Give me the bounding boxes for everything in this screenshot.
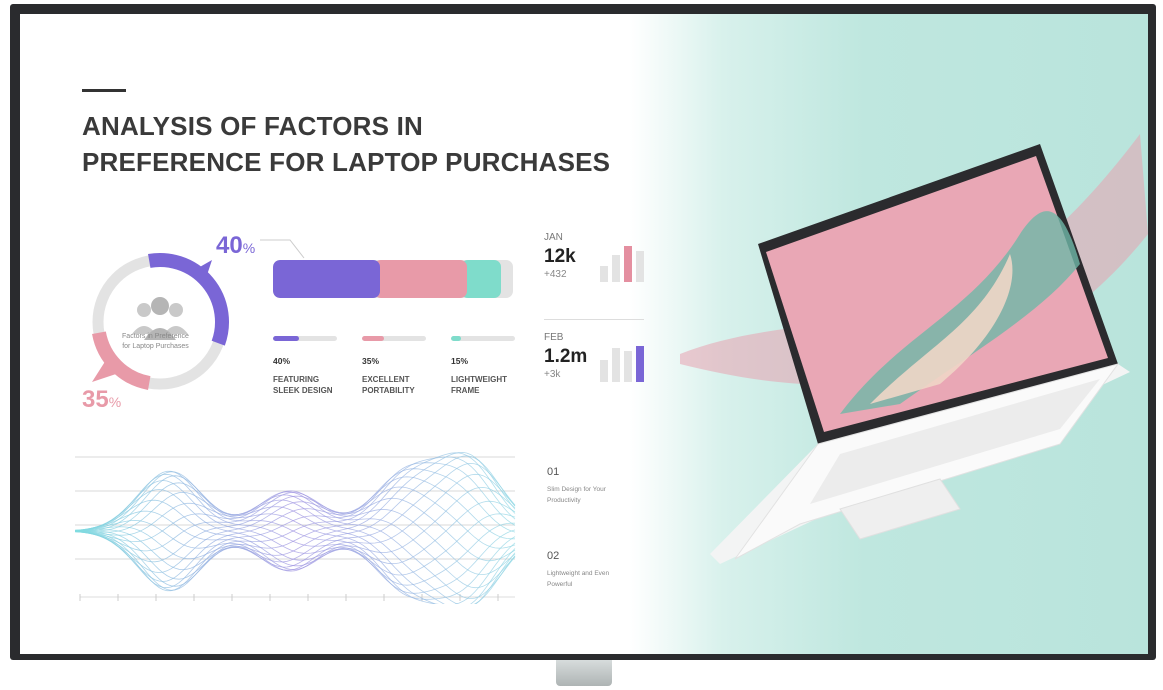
factor-label-line: PORTABILITY <box>362 386 415 395</box>
factor-label-line: FEATURING <box>273 375 320 384</box>
people-group-icon <box>132 297 188 340</box>
point-desc: Slim Design for Your Productivity <box>547 484 627 506</box>
point-desc-line: Lightweight and Even <box>547 570 610 577</box>
point-desc: Lightweight and Even Powerful <box>547 568 627 590</box>
stacked-bar-segment <box>273 260 380 298</box>
mini-bar <box>612 255 620 282</box>
stat-block: JAN 12k +432 <box>544 232 576 280</box>
stat-delta: +3k <box>544 369 561 380</box>
donut-center-label: Factors in Preference for Laptop Purchas… <box>108 332 203 352</box>
big-percent-unit: % <box>242 240 256 256</box>
wave-line <box>75 462 516 571</box>
factor-legend: 15% LIGHTWEIGHT FRAME <box>451 336 515 396</box>
small-percent: 35% <box>82 386 121 414</box>
mini-bar-chart <box>600 244 644 282</box>
mini-bar <box>624 351 632 382</box>
factor-fill <box>451 336 461 341</box>
donut-segment-pink <box>92 331 151 390</box>
stacked-bar <box>273 260 513 298</box>
wave-line <box>75 471 516 604</box>
point-number: 01 <box>547 466 560 478</box>
laptop-image <box>680 134 1148 564</box>
stat-value: 1.2m <box>544 346 588 367</box>
factor-fill <box>362 336 385 341</box>
stats-divider <box>544 319 644 320</box>
small-percent-value: 35 <box>82 386 109 413</box>
donut-segment-purple <box>148 253 229 346</box>
big-percent-value: 40 <box>216 232 243 259</box>
mini-bar <box>612 347 620 382</box>
stat-value: 12k <box>544 246 576 267</box>
stacked-bar-segment <box>460 260 501 298</box>
factor-label: LIGHTWEIGHT FRAME <box>451 374 515 396</box>
point-desc-line: Powerful <box>547 581 573 588</box>
mini-bar-chart <box>600 344 644 382</box>
donut-label-line: Factors in Preference <box>122 333 189 340</box>
stat-month: FEB <box>544 332 564 343</box>
wave-graphic <box>75 451 516 604</box>
donut-label-line: for Laptop Purchases <box>122 343 189 350</box>
wave-line <box>75 473 516 600</box>
donut-chart <box>92 253 229 390</box>
factor-legend: 40% FEATURING SLEEK DESIGN <box>273 336 337 396</box>
wave-line <box>75 468 516 582</box>
big-percent: 40% <box>216 232 255 260</box>
wave-line <box>75 451 516 587</box>
monitor-stand <box>556 660 612 686</box>
wave-line <box>75 473 516 571</box>
factor-label: FEATURING SLEEK DESIGN <box>273 374 337 396</box>
mini-bar <box>636 346 644 382</box>
stat-month: JAN <box>544 232 563 243</box>
factor-label-line: FRAME <box>451 386 480 395</box>
factor-label-line: LIGHTWEIGHT <box>451 375 507 384</box>
factor-fill <box>273 336 299 341</box>
purple-pointer <box>198 260 212 278</box>
wave-line <box>75 491 516 600</box>
mini-bar <box>636 251 644 282</box>
page-title: ANALYSIS OF FACTORS IN PREFERENCE FOR LA… <box>82 108 610 180</box>
wave-line <box>75 482 516 604</box>
stat-block: FEB 1.2m +3k <box>544 332 587 380</box>
wave-line <box>75 455 516 580</box>
factor-track <box>273 336 337 341</box>
monitor-screen: ANALYSIS OF FACTORS IN PREFERENCE FOR LA… <box>20 14 1148 654</box>
wave-line <box>75 489 515 586</box>
title-rule <box>82 89 126 92</box>
factor-value: 40% <box>273 356 291 366</box>
wave-line <box>75 476 515 573</box>
factor-legend: 35% EXCELLENT PORTABILITY <box>362 336 426 396</box>
wave-line <box>75 499 516 576</box>
pink-pointer <box>92 360 116 382</box>
point-desc-line: Productivity <box>547 497 581 504</box>
mini-bar <box>600 360 608 382</box>
factor-track <box>451 336 515 341</box>
factor-value: 35% <box>362 356 380 366</box>
mini-bar <box>600 265 608 282</box>
point-number: 02 <box>547 550 560 562</box>
wave-line <box>75 491 516 589</box>
factor-label-line: SLEEK DESIGN <box>273 386 333 395</box>
small-percent-unit: % <box>108 394 122 410</box>
title-line-1: ANALYSIS OF FACTORS IN <box>82 111 424 141</box>
factor-label-line: EXCELLENT <box>362 375 410 384</box>
point-desc-line: Slim Design for Your <box>547 486 606 493</box>
wave-line <box>75 462 516 589</box>
title-line-2: PREFERENCE FOR LAPTOP PURCHASES <box>82 147 611 177</box>
stat-delta: +432 <box>544 269 567 280</box>
factor-track <box>362 336 426 341</box>
factor-value: 15% <box>451 356 469 366</box>
stacked-bar-segment <box>373 260 467 298</box>
wave-line <box>75 490 516 576</box>
mini-bar <box>624 246 632 282</box>
wave-line <box>75 452 516 591</box>
wave-line <box>75 475 516 604</box>
wave-line <box>75 480 516 594</box>
callout-line <box>260 239 305 259</box>
wave-line <box>75 486 516 572</box>
factor-label: EXCELLENT PORTABILITY <box>362 374 426 396</box>
wave-line <box>75 486 516 563</box>
